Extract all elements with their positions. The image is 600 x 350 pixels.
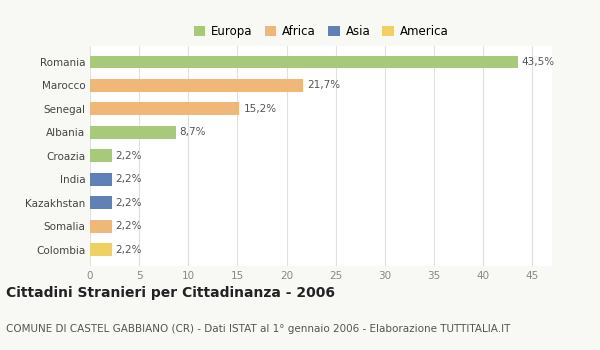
Text: 15,2%: 15,2% <box>244 104 277 114</box>
Bar <box>90 126 176 139</box>
Text: 2,2%: 2,2% <box>116 174 142 184</box>
Text: COMUNE DI CASTEL GABBIANO (CR) - Dati ISTAT al 1° gennaio 2006 - Elaborazione TU: COMUNE DI CASTEL GABBIANO (CR) - Dati IS… <box>6 324 511 335</box>
Bar <box>90 149 112 162</box>
Text: 2,2%: 2,2% <box>116 198 142 208</box>
Text: 43,5%: 43,5% <box>521 57 554 67</box>
Text: 2,2%: 2,2% <box>116 221 142 231</box>
Text: 21,7%: 21,7% <box>307 80 340 90</box>
Bar <box>90 173 112 186</box>
Text: 2,2%: 2,2% <box>116 151 142 161</box>
Legend: Europa, Africa, Asia, America: Europa, Africa, Asia, America <box>191 23 451 41</box>
Bar <box>90 243 112 256</box>
Bar <box>90 103 239 115</box>
Bar <box>90 56 518 68</box>
Text: Cittadini Stranieri per Cittadinanza - 2006: Cittadini Stranieri per Cittadinanza - 2… <box>6 287 335 301</box>
Text: 8,7%: 8,7% <box>179 127 206 137</box>
Bar <box>90 220 112 232</box>
Text: 2,2%: 2,2% <box>116 245 142 254</box>
Bar <box>90 196 112 209</box>
Bar <box>90 79 304 92</box>
